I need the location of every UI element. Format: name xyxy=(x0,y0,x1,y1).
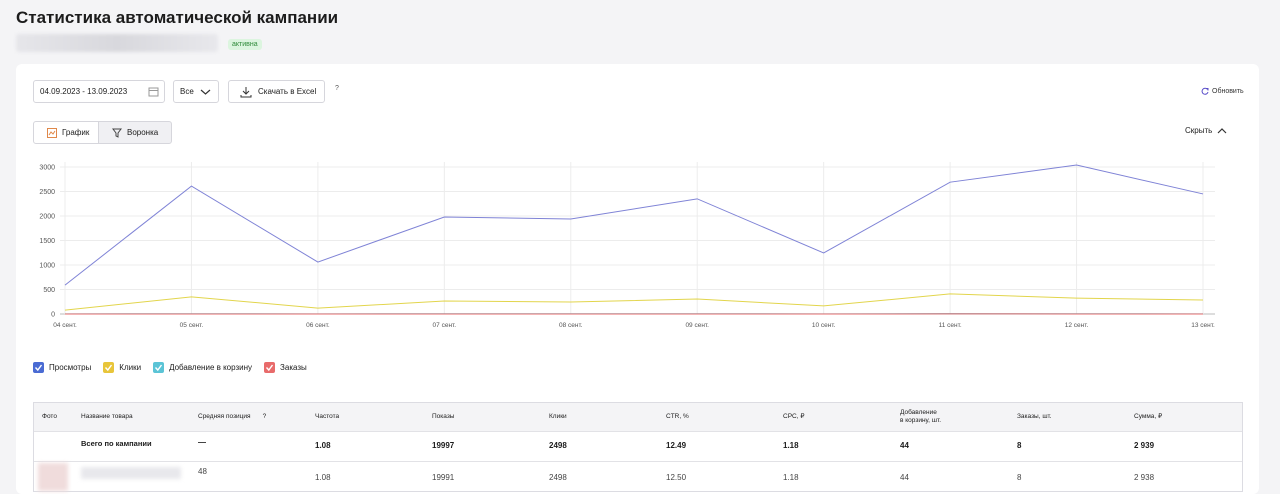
total-cell: 12.49 xyxy=(666,441,686,450)
total-cell: 19997 xyxy=(432,441,454,450)
y-tick-label: 1000 xyxy=(39,263,55,270)
y-tick-label: 500 xyxy=(43,287,55,294)
page: Статистика автоматической кампании актив… xyxy=(0,0,1280,481)
x-tick-label: 08 сент. xyxy=(559,322,583,329)
legend-swatch xyxy=(264,362,275,373)
help-icon: ? xyxy=(263,413,267,420)
legend-label: Заказы xyxy=(280,363,307,372)
legend-label: Добавление в корзину xyxy=(169,363,252,372)
legend-label: Клики xyxy=(119,363,141,372)
series-line xyxy=(65,294,1203,310)
x-tick-label: 10 сент. xyxy=(812,322,836,329)
x-tick-label: 06 сент. xyxy=(306,322,330,329)
x-tick-label: 04 сент. xyxy=(53,322,77,329)
y-tick-label: 1500 xyxy=(39,238,55,245)
legend-swatch xyxy=(103,362,114,373)
total-name: Всего по кампании xyxy=(81,439,152,448)
y-tick-label: 2000 xyxy=(39,214,55,221)
legend-label: Просмотры xyxy=(49,363,91,372)
x-tick-label: 13 сент. xyxy=(1191,322,1215,329)
legend-checkbox[interactable] xyxy=(33,362,44,373)
x-tick-label: 05 сент. xyxy=(180,322,204,329)
y-tick-label: 3000 xyxy=(39,165,55,172)
legend-checkbox[interactable] xyxy=(264,362,275,373)
column-header: CPC, ₽ xyxy=(783,413,804,421)
product-name xyxy=(81,467,181,479)
product-photo xyxy=(38,463,68,491)
x-tick-label: 09 сент. xyxy=(685,322,709,329)
legend-item: Добавление в корзину xyxy=(153,362,252,373)
total-cell: 1.08 xyxy=(315,441,331,450)
column-header: Средняя позиция? xyxy=(198,413,266,421)
column-header: Добавление в корзину, шт. xyxy=(900,409,941,425)
column-header: Сумма, ₽ xyxy=(1134,413,1162,421)
row-cell: 48 xyxy=(198,467,207,476)
legend-checkbox[interactable] xyxy=(103,362,114,373)
legend-swatch xyxy=(153,362,164,373)
stats-table: Фото Название товара Средняя позиция? Часто… xyxy=(33,402,1243,492)
total-cell: 1.18 xyxy=(783,441,799,450)
column-header: CTR, % xyxy=(666,413,689,421)
column-header: Показы xyxy=(432,413,454,421)
column-header: Клики xyxy=(549,413,567,421)
total-cell: — xyxy=(198,438,206,447)
x-tick-label: 12 сент. xyxy=(1065,322,1089,329)
legend-item: Заказы xyxy=(264,362,307,373)
column-header: Фото xyxy=(42,413,57,421)
total-row xyxy=(34,431,1242,462)
legend-item: Просмотры xyxy=(33,362,91,373)
x-tick-label: 07 сент. xyxy=(433,322,457,329)
total-cell: 44 xyxy=(900,441,909,450)
column-header: Частота xyxy=(315,413,339,421)
total-cell: 2 939 xyxy=(1134,441,1154,450)
total-cell: 2498 xyxy=(549,441,567,450)
y-tick-label: 0 xyxy=(51,312,55,319)
legend: Просмотры Клики Добавление в корзину Заказы xyxy=(33,362,307,373)
column-header: Название товара xyxy=(81,413,133,421)
y-tick-label: 2500 xyxy=(39,189,55,196)
series-line xyxy=(65,165,1203,285)
column-header: Заказы, шт. xyxy=(1017,413,1052,421)
line-chart: 0 500 1000 1500 2000 2500 3000 04 сент. 05 сент.… xyxy=(0,0,1280,400)
legend-checkbox[interactable] xyxy=(153,362,164,373)
total-cell: 8 xyxy=(1017,441,1021,450)
legend-swatch xyxy=(33,362,44,373)
x-tick-label: 11 сент. xyxy=(939,322,962,329)
legend-item: Клики xyxy=(103,362,141,373)
